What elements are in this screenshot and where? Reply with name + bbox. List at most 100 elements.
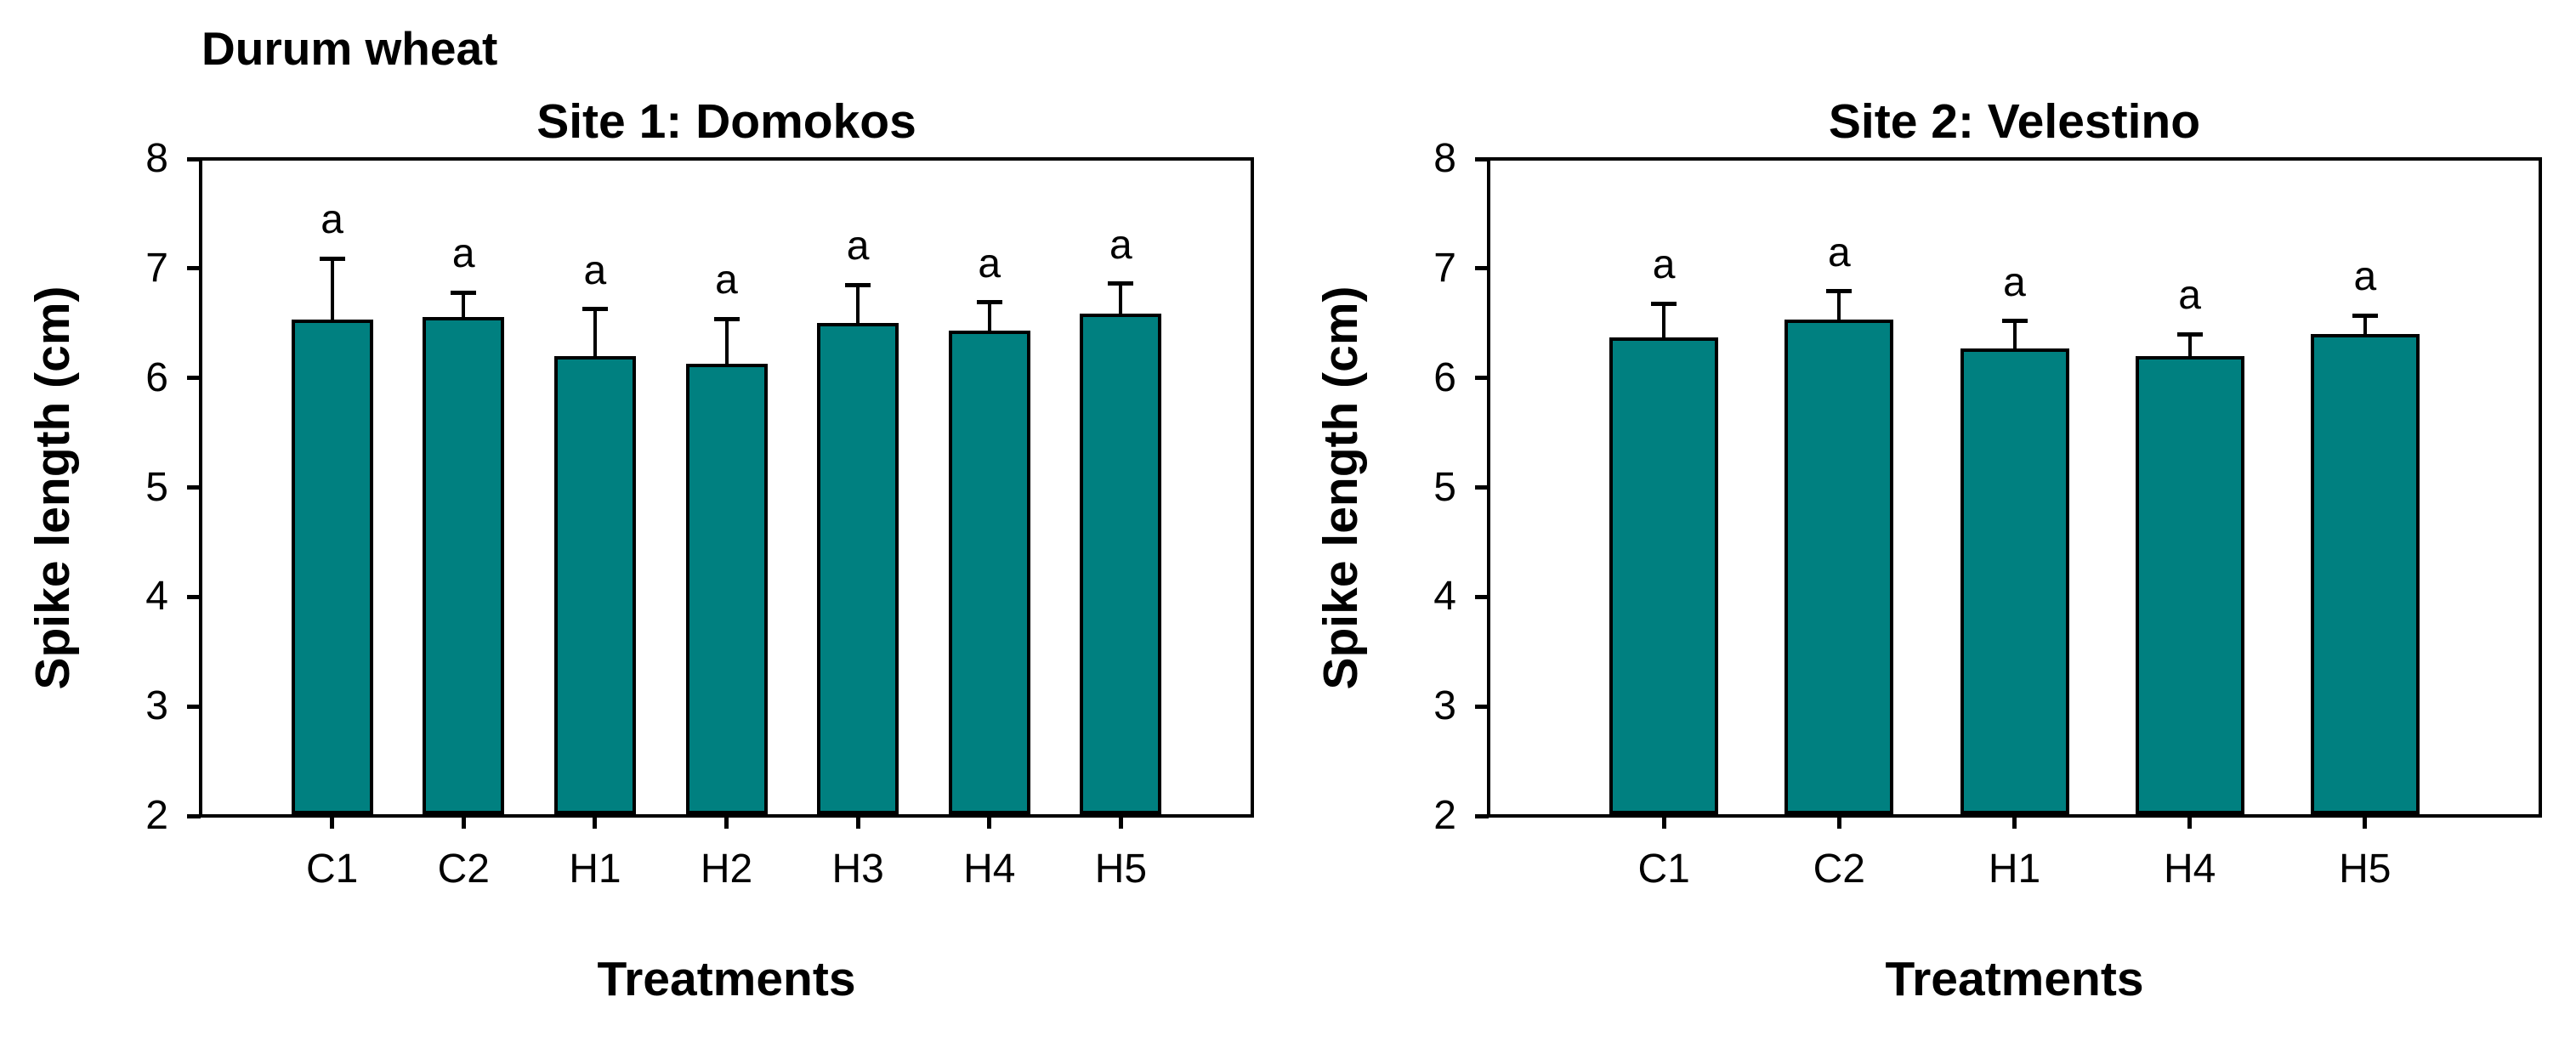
- y-tick-label: 5: [145, 464, 168, 510]
- significance-letter: a: [978, 241, 1001, 286]
- error-bar-line: [1119, 283, 1123, 315]
- x-tick-label-H4: H4: [963, 847, 1016, 892]
- bar-H5: [1080, 313, 1162, 814]
- error-bar-line: [2012, 320, 2017, 350]
- x-axis-tick: [2012, 818, 2017, 829]
- x-tick-label-H5: H5: [1094, 847, 1148, 892]
- significance-letter: a: [2353, 254, 2377, 300]
- error-bar-cap: [1108, 281, 1134, 286]
- x-tick-label-C1: C1: [1637, 847, 1690, 892]
- error-bar-line: [2363, 315, 2367, 337]
- x-tick-label-C2: C2: [1813, 847, 1865, 892]
- y-axis-tick: [187, 266, 201, 271]
- figure-label: Durum wheat: [201, 22, 498, 75]
- x-axis-tick: [2187, 818, 2193, 829]
- bar-C2: [423, 316, 505, 814]
- significance-letter: a: [451, 231, 475, 277]
- y-tick-label: 6: [1433, 354, 1456, 400]
- bar-H1: [553, 355, 636, 814]
- y-tick-label: 6: [145, 354, 168, 400]
- x-axis-tick: [593, 818, 598, 829]
- plot-area: [199, 157, 1254, 818]
- x-axis-tick: [987, 818, 992, 829]
- y-axis-tick: [187, 485, 201, 490]
- y-tick-label: 7: [145, 245, 168, 291]
- error-bar-line: [1837, 291, 1841, 322]
- x-tick-label-H2: H2: [700, 847, 753, 892]
- error-bar-line: [2187, 334, 2192, 358]
- y-axis-tick: [1475, 376, 1489, 381]
- y-axis-tick: [1475, 485, 1489, 490]
- error-bar-line: [593, 309, 597, 358]
- y-tick-label: 3: [145, 683, 168, 729]
- y-axis-tick: [1475, 156, 1489, 161]
- significance-letter: a: [583, 247, 607, 293]
- y-axis-tick: [187, 813, 201, 818]
- x-axis-tick: [855, 818, 860, 829]
- bar-C1: [291, 320, 373, 814]
- error-bar-cap: [2001, 319, 2028, 324]
- x-axis-tick: [461, 818, 466, 829]
- error-bar-cap: [319, 256, 345, 261]
- x-tick-label-H5: H5: [2339, 847, 2392, 892]
- significance-letter: a: [1827, 229, 1851, 275]
- y-tick-label: 3: [1433, 683, 1456, 729]
- y-tick-label: 4: [1433, 574, 1456, 620]
- significance-letter: a: [2003, 259, 2026, 305]
- error-bar-line: [1662, 303, 1666, 339]
- error-bar-line: [330, 258, 334, 322]
- bar-C2: [1784, 320, 1894, 814]
- y-tick-label: 2: [145, 793, 168, 838]
- x-axis-tick: [1836, 818, 1841, 829]
- y-tick-label: 7: [1433, 245, 1456, 291]
- y-axis-tick: [187, 376, 201, 381]
- significance-letter: a: [1109, 222, 1132, 268]
- bar-H3: [817, 323, 899, 814]
- error-bar-cap: [845, 282, 871, 287]
- y-tick-label: 8: [1433, 136, 1456, 181]
- significance-letter: a: [2178, 273, 2201, 319]
- error-bar-cap: [976, 300, 1002, 305]
- x-tick-label-H4: H4: [2163, 847, 2216, 892]
- error-bar-line: [724, 319, 729, 365]
- y-axis-tick: [1475, 704, 1489, 709]
- x-tick-label-C1: C1: [305, 847, 359, 892]
- error-bar-cap: [1651, 301, 1677, 306]
- y-axis-tick: [187, 156, 201, 161]
- error-bar-cap: [582, 307, 608, 311]
- significance-letter: a: [715, 258, 738, 303]
- bar-H5: [2310, 334, 2420, 814]
- error-bar-cap: [2176, 331, 2203, 337]
- x-axis-tick: [2363, 818, 2368, 829]
- x-tick-label-C2: C2: [437, 847, 490, 892]
- x-tick-label-H3: H3: [831, 847, 884, 892]
- significance-letter: a: [321, 197, 343, 243]
- error-bar-line: [462, 292, 466, 319]
- y-axis-tick: [187, 704, 201, 709]
- y-axis-tick: [1475, 594, 1489, 599]
- bar-H1: [1960, 348, 2069, 814]
- error-bar-line: [856, 285, 860, 326]
- bar-H2: [685, 363, 768, 814]
- y-tick-label: 4: [145, 574, 168, 620]
- x-axis-tick: [1661, 818, 1666, 829]
- y-axis-tick: [1475, 266, 1489, 271]
- error-bar-line: [987, 302, 991, 333]
- error-bar-cap: [713, 316, 740, 321]
- x-axis-tick: [1118, 818, 1123, 829]
- error-bar-cap: [451, 290, 477, 295]
- y-tick-label: 2: [1433, 793, 1456, 838]
- y-axis-tick: [187, 594, 201, 599]
- chart-title: Site 1: Domokos: [536, 94, 916, 149]
- y-tick-label: 8: [145, 136, 168, 181]
- y-axis-tick: [1475, 813, 1489, 818]
- error-bar-cap: [2352, 313, 2378, 318]
- error-bar-cap: [1826, 289, 1853, 294]
- significance-letter: a: [846, 224, 870, 269]
- bar-C1: [1609, 337, 1719, 814]
- x-tick-label-H1: H1: [1988, 847, 2041, 892]
- plot-area: [1487, 157, 2542, 818]
